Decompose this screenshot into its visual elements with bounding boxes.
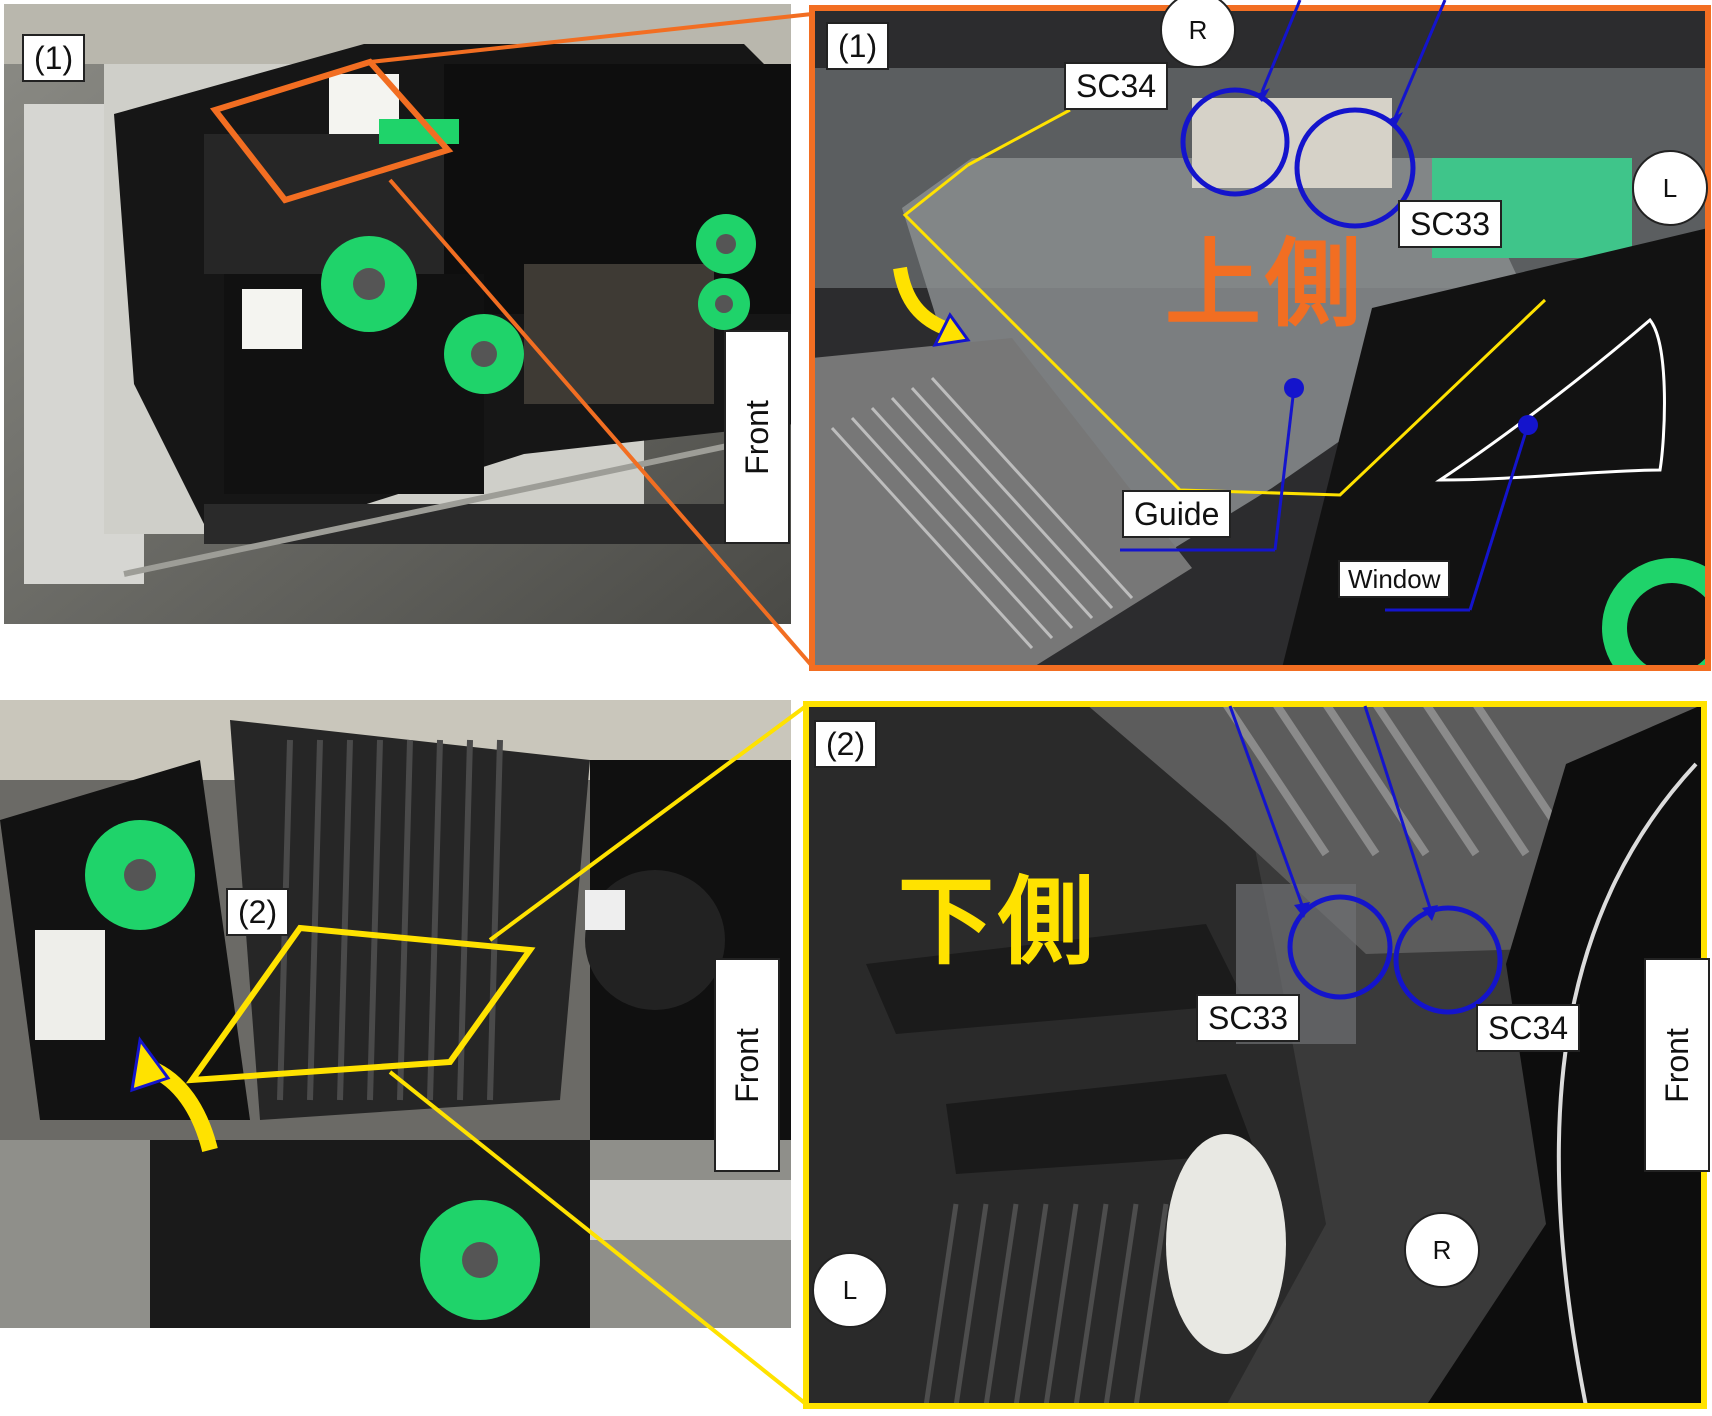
overview-photo-upper (4, 4, 791, 624)
upper-overview-front-text: Front (738, 399, 775, 475)
window-label: Window (1338, 560, 1451, 598)
upper-side-label: 上側 (1165, 228, 1365, 340)
lower-sc34-label: SC34 (1476, 1004, 1581, 1052)
upper-overview-front-label: Front (724, 330, 790, 544)
overview-photo-lower-image (0, 700, 791, 1328)
overview-photo-upper-image (4, 4, 791, 624)
detail-photo-lower (806, 704, 1704, 1406)
guide-label: Guide (1122, 490, 1232, 538)
upper-detail-step-label: (1) (826, 22, 890, 70)
lower-detail-front-text: Front (1658, 1027, 1695, 1103)
lower-overview-step-label: (2) (226, 888, 290, 936)
upper-overview-step-label: (1) (22, 34, 86, 82)
lower-detail-marker-l: L (812, 1252, 888, 1328)
lower-side-label: 下側 (898, 866, 1098, 978)
lower-sc33-label: SC33 (1196, 994, 1301, 1042)
overview-photo-lower (0, 700, 791, 1328)
lower-overview-front-text: Front (728, 1027, 765, 1103)
upper-sc33-label: SC33 (1398, 200, 1503, 248)
upper-sc34-label: SC34 (1064, 62, 1169, 110)
upper-detail-marker-l: L (1632, 150, 1708, 226)
lower-detail-front-label: Front (1644, 958, 1710, 1172)
lower-overview-front-label: Front (714, 958, 780, 1172)
lower-detail-marker-r: R (1404, 1212, 1480, 1288)
detail-photo-lower-image (806, 704, 1704, 1406)
upper-detail-marker-r: R (1160, 0, 1236, 68)
lower-detail-step-label: (2) (814, 720, 878, 768)
